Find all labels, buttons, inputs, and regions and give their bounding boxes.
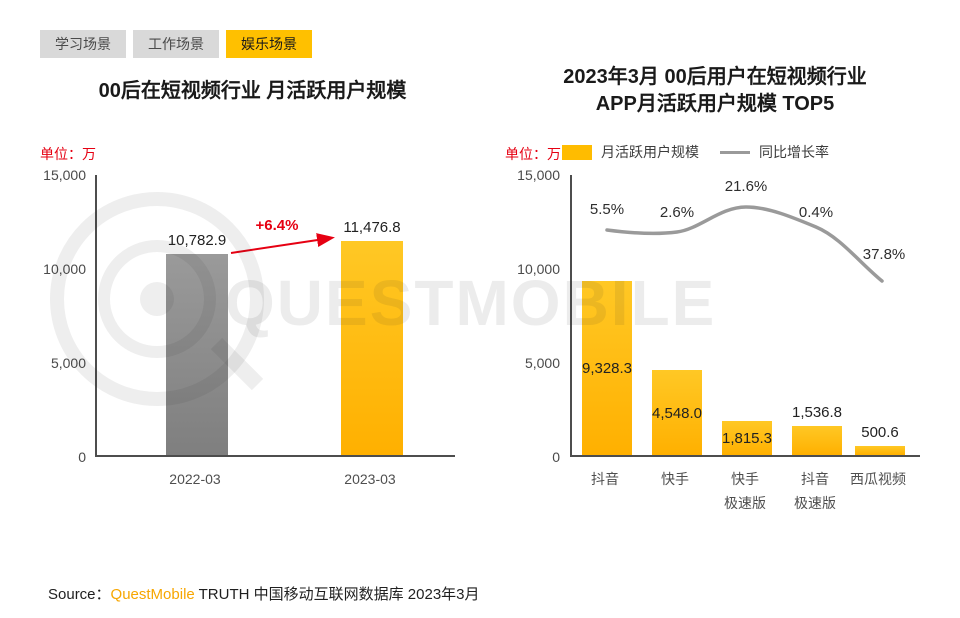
- bar-rect-douyin-lite: [792, 426, 842, 455]
- source-line: Source：QuestMobile TRUTH 中国移动互联网数据库 2023…: [48, 583, 480, 604]
- xlabel-kuaishou: 快手: [661, 471, 689, 487]
- bar-value-2023-03: 11,476.8: [343, 219, 401, 236]
- right-chart-section: 2023年3月 00后用户在短视频行业 APP月活跃用户规模 TOP5 单位：万…: [490, 62, 940, 532]
- scene-tab-bar: 学习场景 工作场景 娱乐场景: [40, 30, 312, 58]
- growth-annotation: +6.4%: [255, 217, 299, 234]
- right-chart-legend: 月活跃用户规模 同比增长率: [562, 142, 829, 162]
- left-ytick-0: 0: [78, 449, 86, 465]
- right-chart-plot: 9,328.3 4,548.0 1,815.3 1,536.8 500.6: [570, 175, 920, 457]
- source-label: Source：: [48, 586, 111, 603]
- growth-label-kuaishou: 2.6%: [659, 204, 695, 221]
- right-ytick-5000: 5,000: [524, 355, 560, 371]
- bar-douyin: 9,328.3: [582, 175, 632, 455]
- left-ytick-10000: 10,000: [43, 261, 86, 277]
- bar-kuaishou: 4,548.0: [652, 175, 702, 455]
- xlabel-douyin: 抖音: [591, 471, 619, 487]
- legend-bar-label: 月活跃用户规模: [601, 144, 699, 160]
- bar-value-kuaishou-lite: 1,815.3: [721, 430, 773, 447]
- growth-rate-line: [605, 205, 884, 283]
- left-chart-title: 00后在短视频行业 月活跃用户规模: [98, 80, 407, 102]
- bar-2022-03: 10,782.9: [166, 175, 228, 455]
- source-brand: QuestMobile: [110, 586, 195, 603]
- xlabel-2023-03: 2023-03: [344, 471, 396, 487]
- growth-label-douyin: 5.5%: [589, 201, 625, 218]
- bar-value-douyin: 9,328.3: [581, 360, 633, 377]
- bar-douyin-lite: 1,536.8: [792, 175, 842, 455]
- bar-rect-kuaishou-lite: [722, 421, 772, 455]
- bar-rect-xigua: [855, 446, 905, 455]
- right-chart-unit-label: 单位：万: [505, 146, 561, 162]
- tab-work-scene[interactable]: 工作场景: [133, 30, 219, 58]
- tab-entertainment-scene[interactable]: 娱乐场景: [226, 30, 312, 58]
- growth-arrow: [230, 233, 335, 254]
- bar-kuaishou-lite: 1,815.3: [722, 175, 772, 455]
- xlabel-xigua: 西瓜视频: [850, 471, 906, 487]
- right-chart-title: 2023年3月 00后用户在短视频行业 APP月活跃用户规模 TOP5: [563, 66, 867, 115]
- tab-study-scene[interactable]: 学习场景: [40, 30, 126, 58]
- left-chart-plot: 10,782.9 11,476.8 +6.4%: [95, 175, 455, 457]
- growth-label-douyin-lite: 0.4%: [798, 204, 834, 221]
- bar-value-douyin-lite: 1,536.8: [791, 404, 843, 421]
- xlabel-2022-03: 2022-03: [169, 471, 221, 487]
- left-ytick-5000: 5,000: [50, 355, 86, 371]
- right-ytick-15000: 15,000: [517, 167, 560, 183]
- left-chart-section: 00后在短视频行业 月活跃用户规模 单位：万 15,000 10,000 5,0…: [40, 62, 465, 532]
- source-suffix: TRUTH 中国移动互联网数据库 2023年3月: [194, 586, 480, 603]
- left-chart-unit-label: 单位：万: [40, 146, 96, 162]
- xlabel-kuaishou-lite: 快手 极速版: [724, 471, 766, 511]
- legend-bar-swatch: [562, 144, 592, 160]
- growth-label-xigua: 37.8%: [862, 246, 906, 263]
- bar-rect-2023-03: [341, 241, 403, 455]
- xlabel-douyin-lite: 抖音 极速版: [794, 471, 836, 511]
- bar-rect-douyin: [582, 281, 632, 455]
- left-ytick-15000: 15,000: [43, 167, 86, 183]
- bar-value-kuaishou: 4,548.0: [651, 404, 703, 422]
- right-ytick-10000: 10,000: [517, 261, 560, 277]
- bar-rect-kuaishou: [652, 370, 702, 455]
- bar-value-2022-03: 10,782.9: [167, 232, 227, 249]
- bar-value-xigua: 500.6: [861, 424, 899, 441]
- legend-line-label: 同比增长率: [759, 144, 829, 160]
- legend-line-swatch: [720, 150, 750, 154]
- right-ytick-0: 0: [552, 449, 560, 465]
- bar-2023-03: 11,476.8: [341, 175, 403, 455]
- growth-label-kuaishou-lite: 21.6%: [724, 178, 768, 195]
- bar-xigua: 500.6: [855, 175, 905, 455]
- bar-rect-2022-03: [166, 254, 228, 455]
